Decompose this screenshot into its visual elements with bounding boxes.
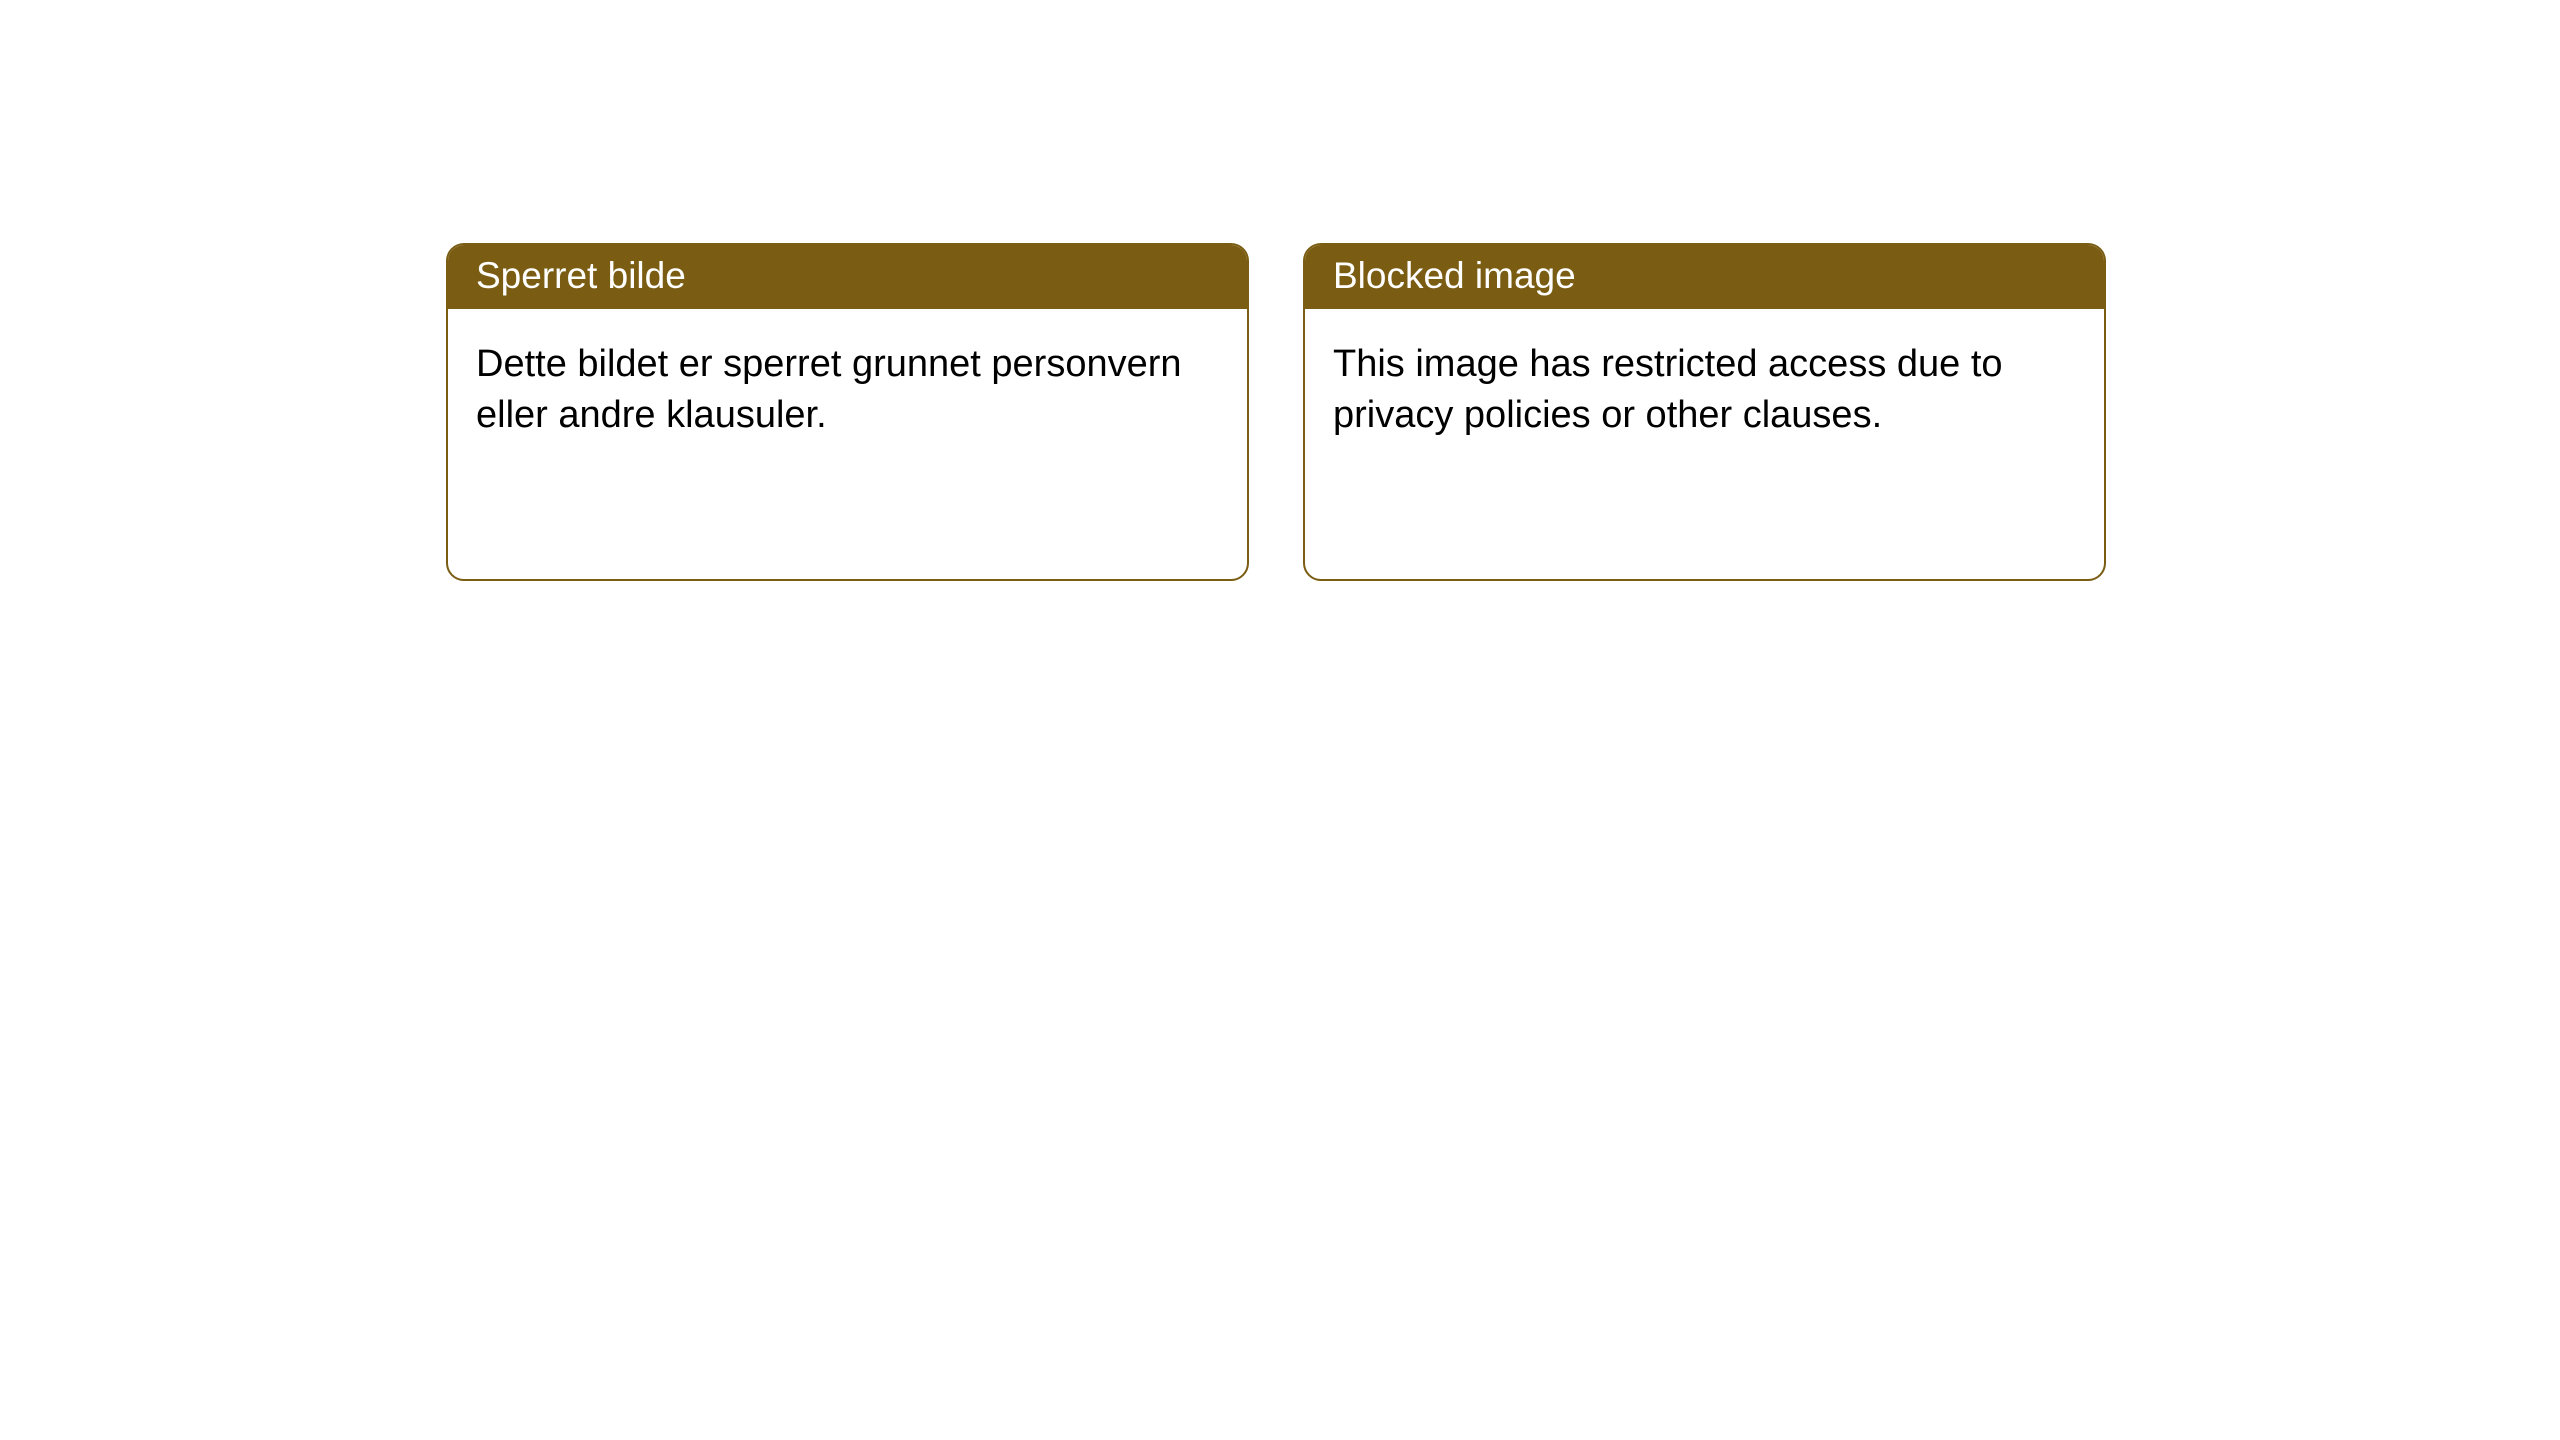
- notice-container: Sperret bilde Dette bildet er sperret gr…: [446, 243, 2106, 581]
- notice-header: Blocked image: [1305, 245, 2104, 309]
- notice-body: This image has restricted access due to …: [1305, 309, 2104, 579]
- notice-card-norwegian: Sperret bilde Dette bildet er sperret gr…: [446, 243, 1249, 581]
- notice-card-english: Blocked image This image has restricted …: [1303, 243, 2106, 581]
- notice-header: Sperret bilde: [448, 245, 1247, 309]
- notice-body: Dette bildet er sperret grunnet personve…: [448, 309, 1247, 579]
